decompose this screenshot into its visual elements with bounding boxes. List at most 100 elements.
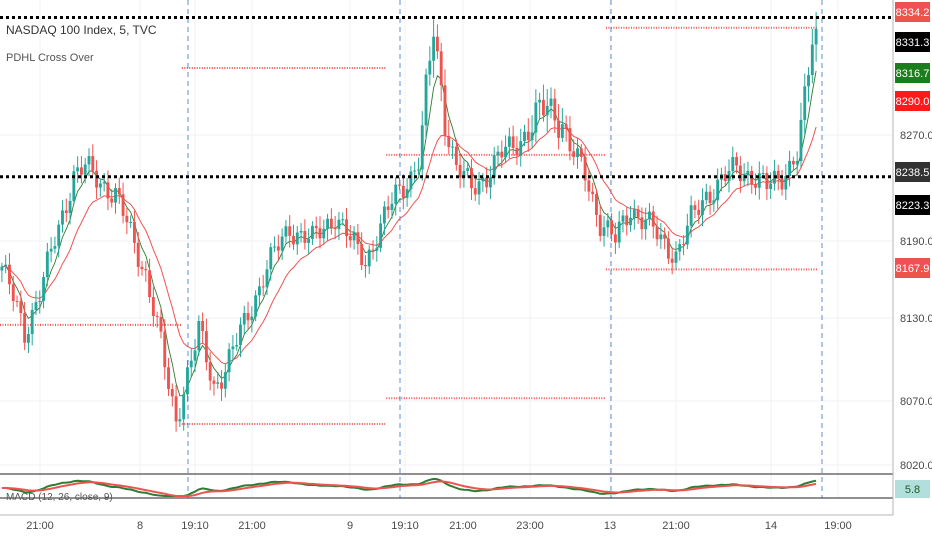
candle-body	[424, 74, 428, 126]
candle-body	[648, 211, 651, 220]
candle-body	[523, 131, 526, 142]
candle-body	[678, 244, 682, 252]
indicator-name[interactable]: PDHL Cross Over	[6, 52, 94, 64]
candle-body	[189, 360, 193, 368]
candle-body	[178, 419, 182, 422]
candle-body	[636, 209, 640, 218]
candle-body	[155, 316, 159, 318]
candle-body	[310, 225, 314, 239]
candle-body	[117, 188, 121, 195]
candle-body	[64, 210, 68, 214]
candle-body	[564, 124, 568, 129]
candle-body	[761, 173, 765, 175]
candle-body	[398, 184, 401, 186]
candle-body	[716, 179, 720, 201]
time-tick-label: 9	[347, 520, 353, 532]
symbol-title[interactable]: NASDAQ 100 Index, 5, TVC	[6, 23, 157, 37]
candle-body	[674, 251, 678, 263]
candle-body	[15, 300, 19, 302]
time-tick-label: 8	[137, 520, 143, 532]
candle-body	[341, 219, 345, 221]
candle-body	[401, 185, 405, 198]
candle-body	[79, 167, 83, 175]
candle-body	[125, 215, 129, 223]
candle-body	[250, 316, 254, 321]
candle-body	[568, 128, 572, 152]
candle-body	[583, 156, 587, 181]
candle-body	[246, 313, 250, 321]
dotted-levels	[0, 16, 893, 179]
candle-body	[405, 189, 409, 198]
candle-body	[11, 284, 15, 301]
candle-body	[38, 300, 42, 303]
candle-body	[704, 191, 708, 201]
candle-body	[814, 28, 818, 45]
candle-body	[417, 169, 420, 171]
candle-body	[659, 234, 663, 240]
price-tag: 8223.3	[895, 195, 930, 215]
candle-body	[727, 171, 731, 182]
candle-body	[114, 188, 117, 203]
candle-body	[367, 249, 371, 267]
candle-body	[420, 125, 424, 170]
time-axis: 21:00 8 19:10 21:00 9 19:10 21:00 23:00 13 21:00 1…	[0, 514, 893, 532]
candle-body	[685, 225, 689, 245]
candle-body	[587, 180, 591, 192]
candle-body	[83, 164, 87, 175]
time-tick-label: 14	[765, 520, 777, 532]
candle-body	[458, 164, 462, 178]
candle-body	[428, 60, 432, 75]
candle-body	[242, 313, 246, 325]
time-tick-label: 23:00	[516, 520, 544, 532]
candle-body	[345, 219, 348, 237]
macd-indicator-name[interactable]: MACD (12, 26, close, 9)	[6, 492, 113, 503]
candle-body	[765, 173, 769, 190]
price-tag-bg	[895, 32, 930, 52]
candle-body	[496, 151, 500, 156]
candle-body	[318, 228, 322, 239]
time-tick-label: 19:10	[391, 520, 419, 532]
session-separators	[187, 0, 823, 498]
candle-body	[795, 161, 799, 165]
candle-body	[186, 367, 189, 395]
macd-value-tag-bg	[895, 480, 930, 498]
price-tag-label: 8316.7	[896, 68, 930, 80]
candle-body	[235, 345, 239, 347]
candle-body	[299, 230, 303, 233]
candle-body	[106, 182, 110, 199]
candle-body	[269, 247, 273, 270]
candle-body	[549, 98, 553, 106]
candle-body	[780, 178, 784, 190]
grid	[0, 0, 893, 498]
time-tick-label: 19:00	[824, 520, 852, 532]
candle-body	[629, 217, 632, 226]
candle-body	[182, 394, 186, 420]
candle-body	[769, 183, 773, 190]
price-axis: 8020.0 8070.0 8130.0 8190.0 8270.0	[892, 0, 932, 515]
candle-body	[136, 242, 140, 267]
candle-body	[231, 346, 235, 350]
candle-body	[606, 220, 610, 228]
time-tick-label: 19:10	[181, 520, 209, 532]
candle-body	[61, 210, 64, 225]
candle-body	[390, 203, 394, 210]
candle-body	[57, 224, 61, 247]
time-tick-label: 13	[604, 520, 616, 532]
candle-body	[746, 170, 750, 176]
candles	[0, 12, 818, 432]
candle-body	[303, 230, 307, 243]
candle-body	[682, 244, 685, 246]
candle-body	[98, 183, 102, 188]
price-tag-bg	[895, 162, 930, 182]
candle-body	[110, 198, 114, 203]
price-tag: 8331.3	[895, 32, 930, 52]
candle-body	[87, 156, 91, 165]
candle-body	[519, 141, 523, 156]
candle-body	[640, 217, 644, 230]
price-tag: 8334.2	[895, 2, 930, 22]
price-tag-label: 8167.9	[896, 263, 930, 275]
price-tag-bg	[895, 63, 930, 83]
candle-body	[617, 221, 621, 243]
candle-body	[435, 36, 439, 52]
